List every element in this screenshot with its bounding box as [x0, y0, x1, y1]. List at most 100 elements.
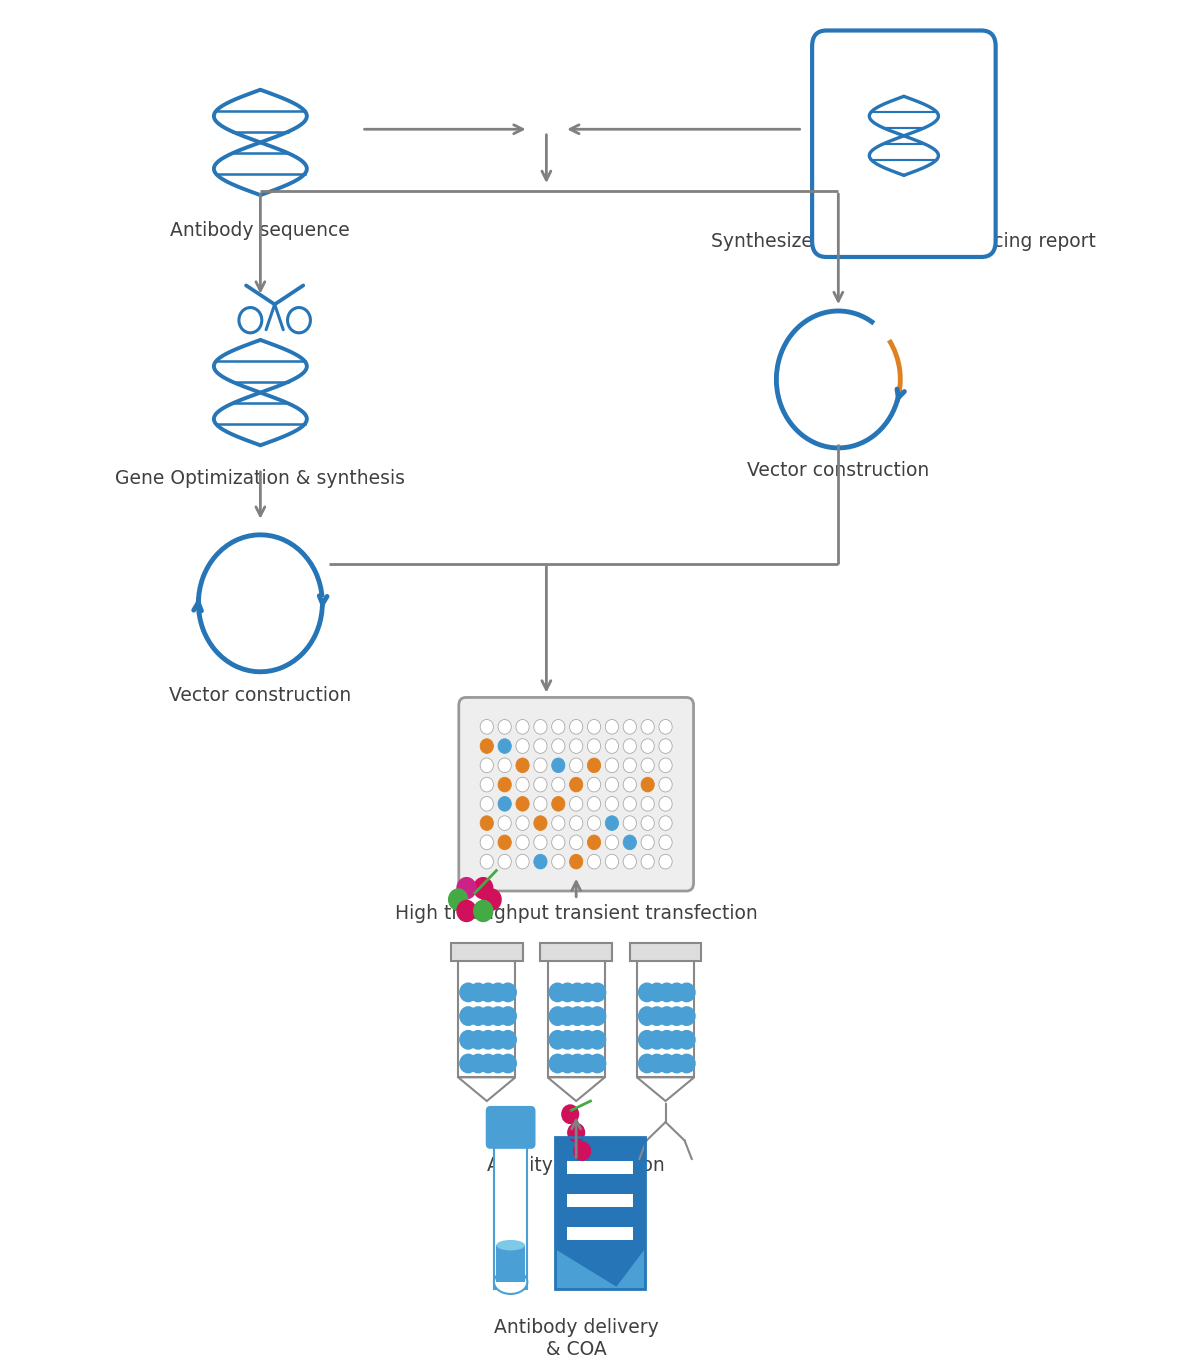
- Circle shape: [569, 1031, 586, 1049]
- Circle shape: [534, 739, 547, 753]
- FancyBboxPatch shape: [487, 1108, 534, 1147]
- Bar: [556, 1138, 644, 1289]
- Circle shape: [239, 307, 262, 333]
- Circle shape: [678, 983, 695, 1001]
- Circle shape: [641, 854, 654, 869]
- Circle shape: [588, 719, 601, 734]
- Circle shape: [534, 797, 547, 812]
- Bar: [497, 1245, 524, 1282]
- Circle shape: [659, 758, 672, 772]
- Bar: [556, 1138, 644, 1289]
- Circle shape: [498, 758, 511, 772]
- Circle shape: [659, 1031, 676, 1049]
- Circle shape: [588, 758, 601, 772]
- Circle shape: [469, 983, 486, 1001]
- Circle shape: [552, 719, 565, 734]
- Circle shape: [552, 739, 565, 753]
- Circle shape: [490, 1007, 506, 1026]
- Circle shape: [499, 1031, 516, 1049]
- Circle shape: [559, 1007, 576, 1026]
- Circle shape: [552, 777, 565, 792]
- Circle shape: [552, 854, 565, 869]
- Ellipse shape: [494, 1270, 527, 1294]
- Circle shape: [480, 835, 493, 850]
- Circle shape: [550, 1007, 566, 1026]
- Circle shape: [569, 983, 586, 1001]
- Circle shape: [550, 983, 566, 1001]
- Circle shape: [552, 835, 565, 850]
- Circle shape: [659, 1007, 676, 1026]
- Circle shape: [580, 1031, 595, 1049]
- Circle shape: [534, 835, 547, 850]
- Circle shape: [659, 797, 672, 812]
- Circle shape: [516, 777, 529, 792]
- Circle shape: [480, 854, 493, 869]
- Circle shape: [623, 777, 636, 792]
- Circle shape: [623, 739, 636, 753]
- Ellipse shape: [497, 1240, 524, 1251]
- Circle shape: [516, 854, 529, 869]
- Circle shape: [534, 719, 547, 734]
- Bar: [540, 943, 612, 962]
- Circle shape: [623, 719, 636, 734]
- Text: High throughput transient transfection: High throughput transient transfection: [395, 903, 757, 922]
- Circle shape: [516, 816, 529, 831]
- Circle shape: [641, 816, 654, 831]
- Circle shape: [480, 797, 493, 812]
- Circle shape: [648, 1054, 665, 1072]
- Circle shape: [552, 758, 565, 772]
- Circle shape: [499, 983, 516, 1001]
- Circle shape: [588, 777, 601, 792]
- Circle shape: [580, 1054, 595, 1072]
- Circle shape: [570, 758, 583, 772]
- Circle shape: [659, 719, 672, 734]
- Circle shape: [659, 1054, 676, 1072]
- Bar: [494, 1138, 527, 1289]
- Text: Antibody delivery
& COA: Antibody delivery & COA: [493, 1318, 659, 1360]
- Circle shape: [623, 816, 636, 831]
- Text: Vector construction: Vector construction: [169, 686, 352, 705]
- Circle shape: [668, 983, 685, 1001]
- Circle shape: [605, 719, 618, 734]
- Circle shape: [605, 797, 618, 812]
- Circle shape: [678, 1007, 695, 1026]
- Circle shape: [534, 816, 547, 831]
- Circle shape: [516, 719, 529, 734]
- Circle shape: [668, 1031, 685, 1049]
- Circle shape: [570, 854, 583, 869]
- Text: Antibody sequence: Antibody sequence: [170, 221, 350, 240]
- Circle shape: [570, 816, 583, 831]
- Circle shape: [668, 1007, 685, 1026]
- Circle shape: [580, 983, 595, 1001]
- Circle shape: [589, 983, 606, 1001]
- Circle shape: [641, 777, 654, 792]
- Circle shape: [480, 719, 493, 734]
- Circle shape: [469, 1007, 486, 1026]
- Polygon shape: [637, 1078, 694, 1101]
- Circle shape: [498, 739, 511, 753]
- Circle shape: [480, 1031, 497, 1049]
- Circle shape: [638, 983, 655, 1001]
- Circle shape: [641, 797, 654, 812]
- Circle shape: [534, 854, 547, 869]
- Circle shape: [480, 816, 493, 831]
- Circle shape: [480, 1007, 497, 1026]
- Circle shape: [480, 777, 493, 792]
- Circle shape: [499, 1007, 516, 1026]
- Circle shape: [570, 739, 583, 753]
- Circle shape: [574, 1142, 590, 1161]
- Circle shape: [490, 1054, 506, 1072]
- Circle shape: [480, 739, 493, 753]
- Circle shape: [605, 816, 618, 831]
- Bar: [547, 959, 605, 1078]
- Circle shape: [648, 983, 665, 1001]
- Circle shape: [589, 1007, 606, 1026]
- Circle shape: [623, 758, 636, 772]
- Polygon shape: [547, 1078, 605, 1101]
- Circle shape: [648, 1007, 665, 1026]
- Text: Synthesized gene and sequencing report: Synthesized gene and sequencing report: [712, 232, 1097, 251]
- Circle shape: [659, 816, 672, 831]
- Circle shape: [659, 835, 672, 850]
- Circle shape: [678, 1054, 695, 1072]
- Circle shape: [648, 1031, 665, 1049]
